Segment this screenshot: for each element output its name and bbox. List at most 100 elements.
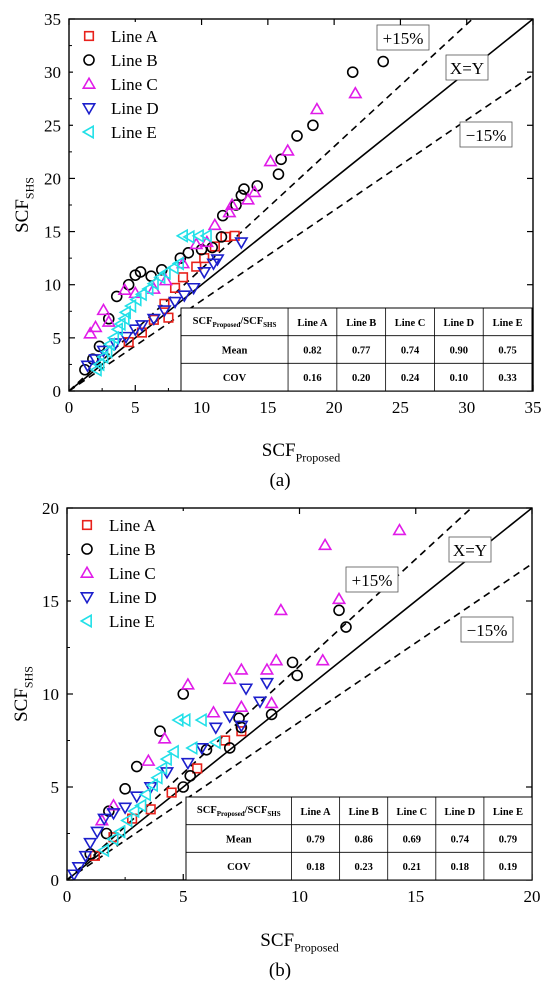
data-point (177, 688, 190, 700)
legend-label: Line E (111, 123, 157, 142)
data-point (106, 808, 121, 821)
reference-label-text: −15% (467, 621, 508, 640)
legend-label: Line A (111, 27, 158, 46)
table-column-header: Line C (396, 807, 427, 818)
data-point (118, 305, 131, 320)
data-point (291, 669, 303, 682)
data-point (286, 656, 299, 669)
data-point (189, 237, 204, 250)
y-tick-label: 20 (42, 499, 59, 518)
data-point (89, 362, 102, 377)
legend-item-line-b: Line B (83, 51, 158, 70)
table-column-header: Line D (445, 807, 476, 818)
data-point (92, 357, 105, 372)
x-axis-label: SCFProposed (262, 440, 340, 464)
table-cell: 0.79 (499, 835, 517, 846)
legend-label: Line A (109, 516, 156, 535)
table-cell: 0.82 (303, 346, 321, 357)
data-point (134, 320, 150, 333)
legend-marker (81, 124, 94, 140)
table-border (185, 796, 533, 881)
data-point (238, 683, 254, 696)
table-header-main: SCF (193, 316, 213, 327)
reference-line-2 (69, 74, 533, 391)
data-point (159, 298, 170, 309)
data-point (392, 523, 407, 536)
legend-item-line-b: Line B (81, 540, 156, 559)
data-point (113, 824, 126, 839)
data-point (216, 209, 229, 222)
data-point (180, 677, 196, 690)
data-point (138, 787, 152, 802)
table-column-header: Line D (443, 318, 474, 329)
table-cell: 0.74 (451, 835, 470, 846)
x-tick-label: 5 (179, 887, 188, 906)
reference-label-text: +15% (352, 571, 393, 590)
table-cell: 0.21 (403, 862, 421, 873)
data-point (157, 305, 172, 318)
y-tick-label: 35 (44, 10, 61, 29)
reference-label-box (460, 616, 514, 643)
table-cell: 0.19 (499, 862, 517, 873)
data-point (230, 199, 242, 211)
table-header-label: SCFProposed/SCFSHS (197, 805, 281, 818)
data-point (145, 804, 156, 815)
legend-item-line-a: Line A (83, 27, 158, 46)
table-cell: 0.10 (450, 373, 468, 384)
data-point (123, 298, 137, 314)
legend-marker (79, 565, 95, 578)
data-point (348, 86, 363, 99)
data-point (150, 770, 163, 785)
data-point (169, 282, 181, 294)
data-point (222, 205, 237, 218)
reference-label-1: +15% (345, 566, 399, 593)
legend-item-line-c: Line C (79, 564, 156, 583)
data-point (134, 287, 147, 302)
table-cell: 0.69 (403, 835, 421, 846)
data-point (134, 798, 147, 813)
table-cell: 0.20 (352, 373, 370, 384)
legend-marker (81, 519, 93, 531)
x-tick-label: 10 (291, 887, 308, 906)
data-point (106, 330, 120, 345)
legend-item-line-d: Line D (79, 588, 157, 607)
data-point (194, 742, 209, 756)
data-point (110, 290, 123, 303)
table-header-mid: /SCF (244, 805, 268, 816)
series-line-d (67, 677, 275, 880)
x-axis-label-sub: Proposed (296, 450, 341, 464)
data-point (166, 260, 179, 275)
data-point (180, 757, 196, 771)
data-point (309, 102, 325, 115)
data-point (159, 751, 172, 767)
series-line-d (80, 237, 249, 373)
data-points (67, 523, 407, 880)
data-point (88, 319, 103, 333)
data-point (128, 324, 143, 337)
table-column-header: Line A (301, 807, 331, 818)
data-point (222, 711, 237, 724)
data-point (71, 862, 86, 875)
data-point (141, 753, 156, 766)
data-point (96, 302, 111, 316)
data-points (79, 55, 389, 377)
data-point (100, 827, 113, 840)
reference-label-text: +15% (383, 29, 424, 48)
reference-label-2: −15% (459, 121, 513, 148)
x-axis-label-main: SCF (260, 930, 294, 951)
reference-line-0 (67, 508, 532, 880)
legend: Line A Line B Line C Line D Line E (71, 511, 189, 636)
data-point (346, 66, 359, 78)
table-header-sub2: SHS (263, 321, 276, 329)
data-point (215, 231, 228, 243)
data-point (154, 725, 166, 738)
table-row-label: Mean (226, 835, 252, 846)
data-point (197, 266, 212, 280)
legend-label: Line D (109, 588, 157, 607)
x-tick-label: 30 (458, 398, 475, 417)
data-point (157, 731, 172, 744)
chart-panel-b: X=Y+15%−15%0 5 10 15 2005101520SCFProposedSC… (11, 499, 541, 954)
data-point (171, 712, 184, 728)
data-point (263, 154, 278, 167)
data-point (272, 168, 285, 180)
